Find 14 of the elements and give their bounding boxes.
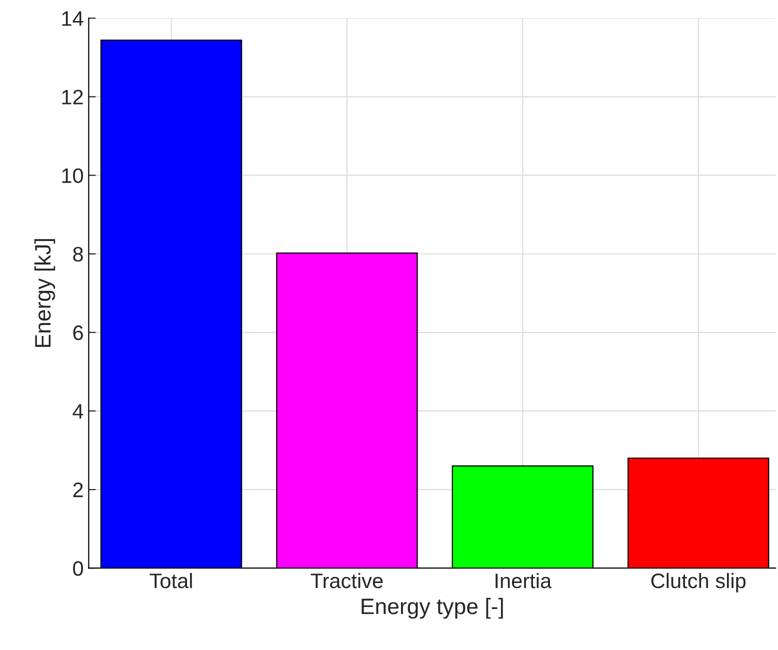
y-tick-label: 4 bbox=[72, 404, 84, 419]
y-tick-label: 0 bbox=[73, 561, 84, 576]
x-tick-label: Clutch slip bbox=[651, 572, 746, 592]
y-tick-label: 10 bbox=[62, 168, 84, 184]
y-axis-title: Energy [kJ] bbox=[34, 239, 56, 347]
y-tick-label: 6 bbox=[73, 325, 83, 340]
x-axis-title: Energy type [-] bbox=[362, 598, 503, 619]
x-tick-label: Total bbox=[150, 572, 192, 588]
y-tick-label: 2 bbox=[73, 482, 83, 498]
x-tick-label: Inertia bbox=[496, 572, 552, 588]
x-tick-label: Tractive bbox=[310, 572, 383, 588]
y-tick-label: 8 bbox=[73, 246, 83, 262]
y-tick-label: 14 bbox=[62, 11, 84, 26]
y-tick-label: 12 bbox=[62, 90, 83, 104]
